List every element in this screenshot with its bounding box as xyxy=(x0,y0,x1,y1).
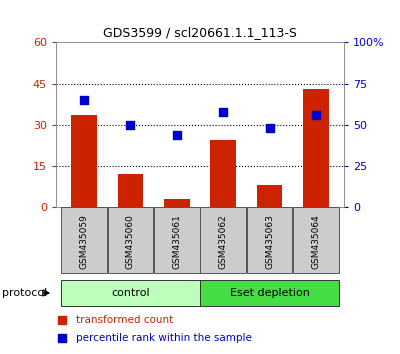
Point xyxy=(249,246,256,252)
Bar xyxy=(293,207,339,273)
Text: GSM435059: GSM435059 xyxy=(79,214,88,269)
Bar xyxy=(71,115,97,207)
Bar xyxy=(108,207,153,273)
Bar xyxy=(154,207,200,273)
Bar xyxy=(118,174,143,207)
Bar xyxy=(257,185,282,207)
Text: GSM435064: GSM435064 xyxy=(312,214,321,269)
Text: GSM435060: GSM435060 xyxy=(126,214,135,269)
Text: control: control xyxy=(111,288,150,298)
Title: GDS3599 / scl20661.1.1_113-S: GDS3599 / scl20661.1.1_113-S xyxy=(103,25,297,39)
Text: protocol: protocol xyxy=(2,288,47,298)
Text: GSM435063: GSM435063 xyxy=(265,214,274,269)
Bar xyxy=(247,207,292,273)
Bar xyxy=(164,199,190,207)
Bar xyxy=(200,280,339,306)
Text: transformed count: transformed count xyxy=(76,315,174,325)
Bar xyxy=(200,207,246,273)
Point xyxy=(81,97,87,103)
Text: GSM435062: GSM435062 xyxy=(219,214,228,269)
Point xyxy=(249,85,256,91)
Point xyxy=(127,122,134,128)
Point xyxy=(313,112,319,118)
Bar xyxy=(61,207,107,273)
Point xyxy=(174,132,180,137)
Text: Eset depletion: Eset depletion xyxy=(230,288,310,298)
Text: GSM435061: GSM435061 xyxy=(172,214,181,269)
Bar xyxy=(210,140,236,207)
Point xyxy=(220,109,226,114)
Text: percentile rank within the sample: percentile rank within the sample xyxy=(76,333,252,343)
Bar xyxy=(303,89,329,207)
Point xyxy=(266,125,273,131)
Bar xyxy=(61,280,200,306)
